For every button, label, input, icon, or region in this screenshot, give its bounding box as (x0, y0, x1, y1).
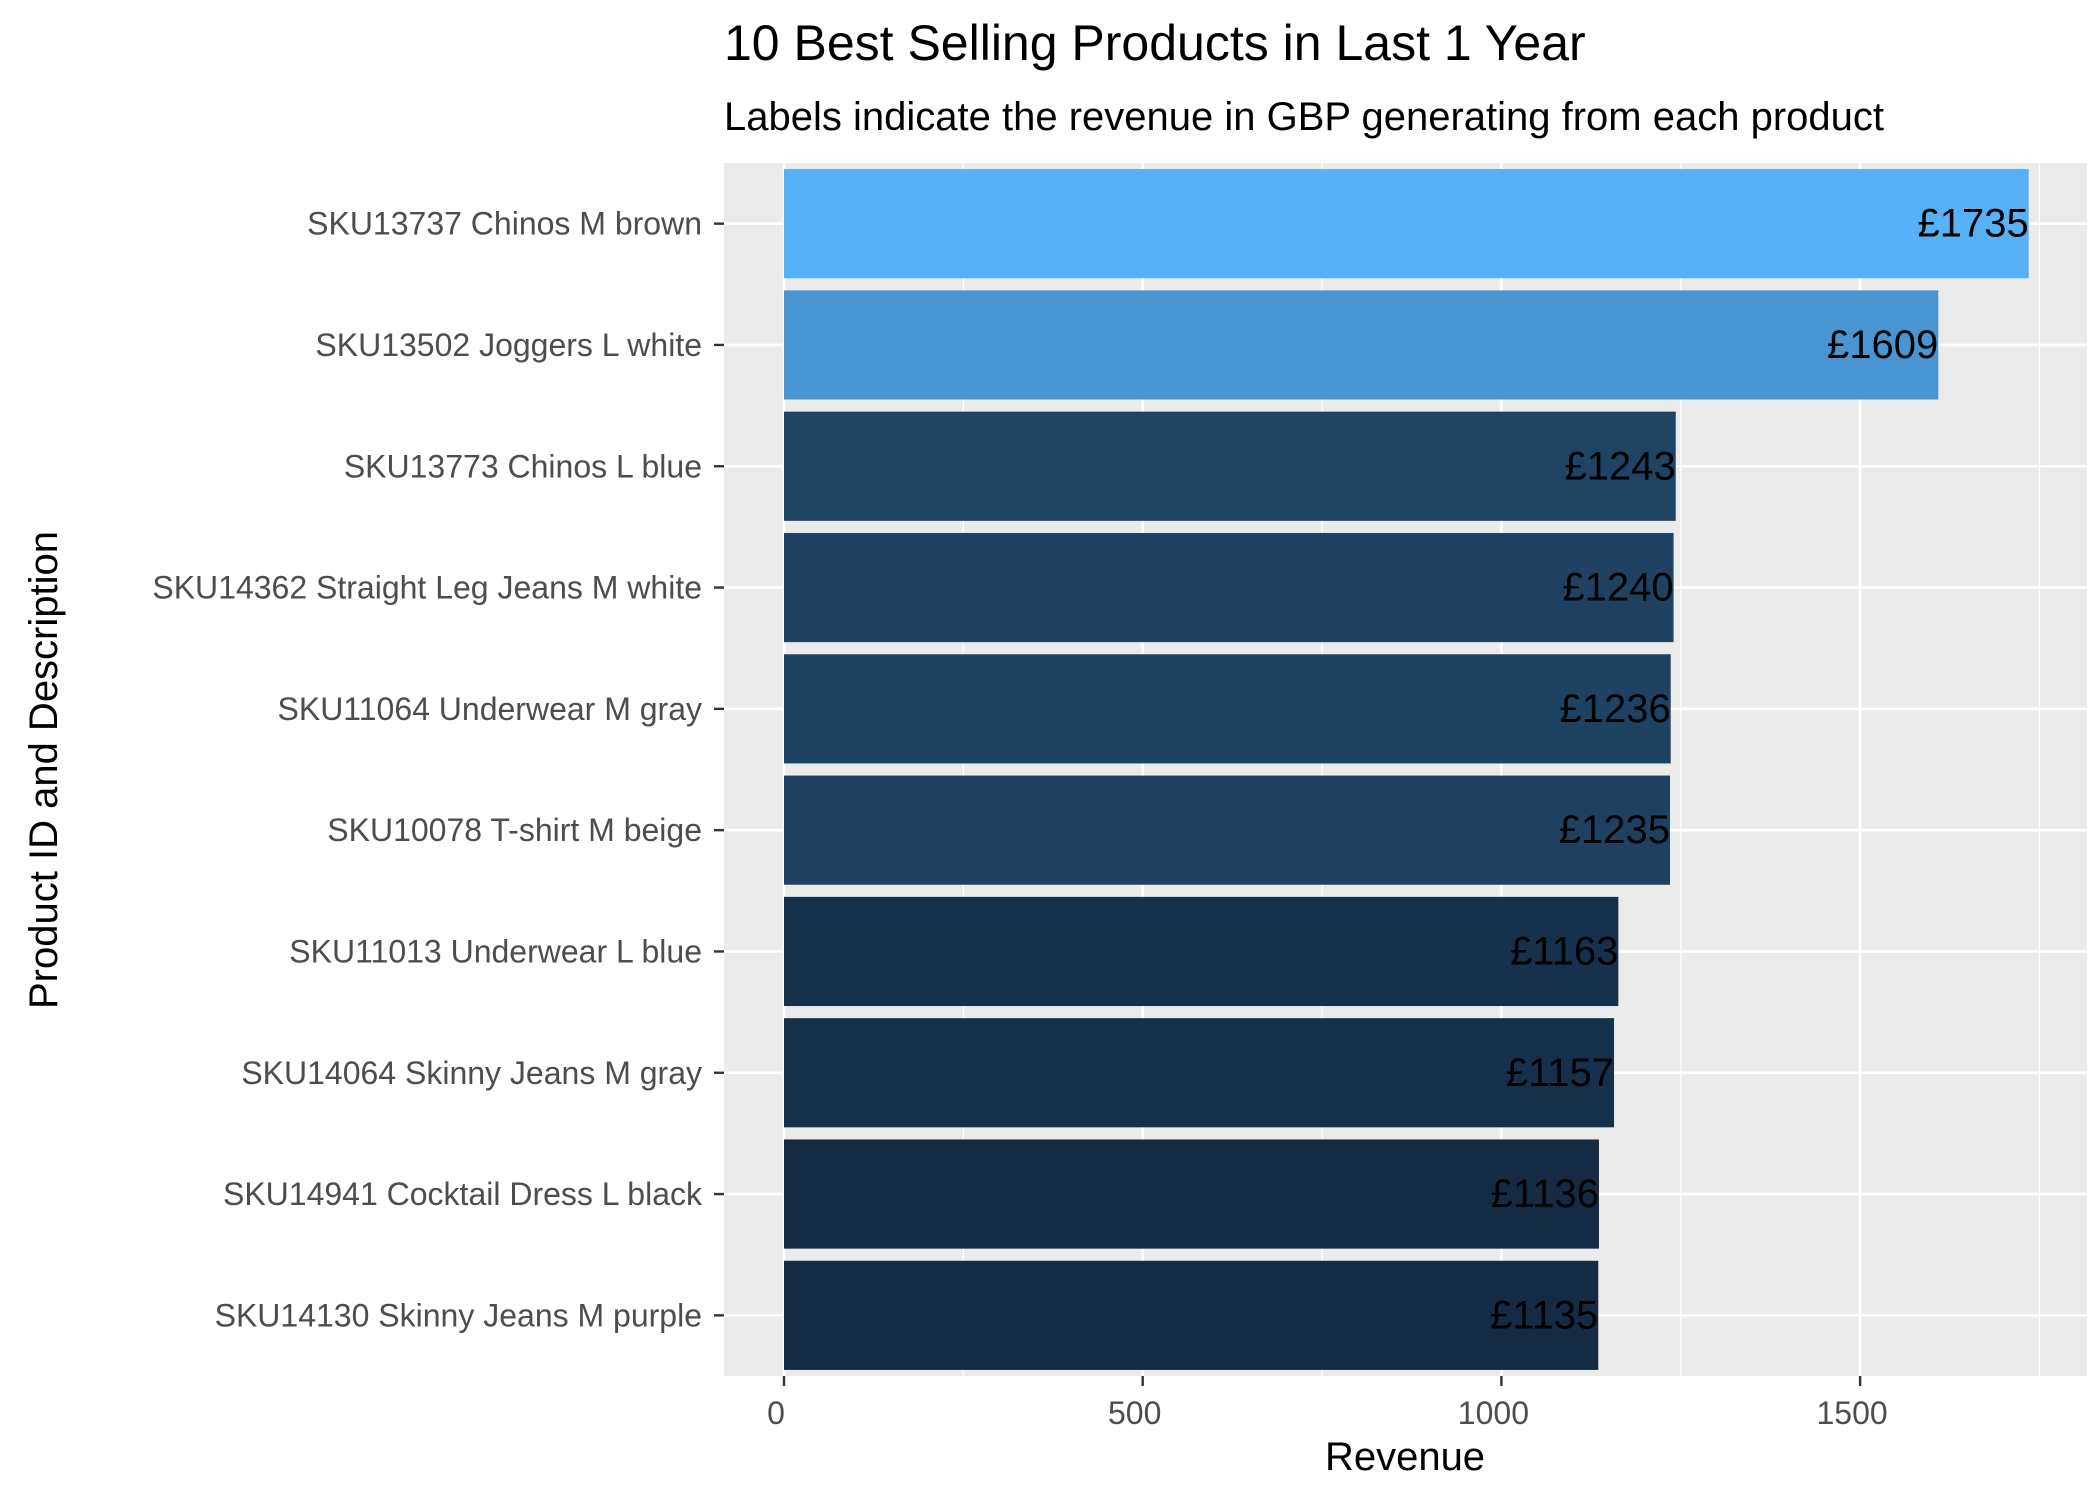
y-tick-label: SKU14064 Skinny Jeans M gray (241, 1055, 702, 1091)
bar-labels: £1735 £1609 £1243 £1240 £1236 £1235 £1163 £1157… (1490, 202, 2029, 1338)
x-axis: 0 500 1000 1500 (767, 1376, 1888, 1431)
bar (784, 532, 1674, 643)
bar (784, 411, 1676, 521)
y-tick-label: SKU13502 Joggers L white (315, 327, 702, 363)
y-axis-title: Product ID and Description (22, 531, 66, 1009)
y-tick-label: SKU14362 Straight Leg Jeans M white (152, 570, 702, 606)
bar-value-label: £1609 (1827, 323, 1938, 367)
bar-value-label: £1735 (1917, 202, 2028, 246)
y-tick-label: SKU11064 Underwear M gray (278, 691, 703, 727)
x-tick-label: 1500 (1817, 1395, 1888, 1431)
x-axis-title: Revenue (1325, 1435, 1485, 1479)
y-tick-label: SKU11013 Underwear L blue (289, 933, 702, 969)
bar-value-label: £1157 (1506, 1051, 1614, 1095)
bar (784, 1018, 1615, 1128)
bar (784, 896, 1619, 1007)
y-tick-label: SKU10078 T-shirt M beige (327, 812, 702, 848)
bars (784, 169, 2029, 1370)
y-tick-label: SKU14130 Skinny Jeans M purple (215, 1297, 702, 1333)
x-tick-label: 1000 (1458, 1395, 1529, 1431)
bar-value-label: £1240 (1562, 566, 1673, 610)
y-axis: SKU13737 Chinos M brown SKU13502 Joggers … (152, 206, 724, 1333)
bar (784, 169, 2029, 279)
y-tick-label: SKU13773 Chinos L blue (344, 448, 702, 484)
bar (784, 775, 1670, 885)
bar-value-label: £1163 (1510, 929, 1618, 973)
bar (784, 1139, 1599, 1249)
bar-value-label: £1235 (1559, 808, 1670, 852)
bar (784, 654, 1671, 764)
y-tick-label: SKU13737 Chinos M brown (307, 206, 702, 242)
bar (784, 1260, 1599, 1370)
bar-value-label: £1135 (1490, 1293, 1598, 1337)
x-tick-label: 0 (767, 1395, 785, 1431)
chart-title: 10 Best Selling Products in Last 1 Year (724, 15, 1586, 71)
bar (784, 290, 1939, 400)
bar-value-label: £1236 (1559, 687, 1670, 731)
chart-subtitle: Labels indicate the revenue in GBP gener… (724, 95, 1884, 139)
bar-value-label: £1243 (1564, 444, 1675, 488)
y-tick-label: SKU14941 Cocktail Dress L black (223, 1176, 703, 1212)
bar-value-label: £1136 (1491, 1172, 1599, 1216)
x-tick-label: 500 (1108, 1395, 1161, 1431)
